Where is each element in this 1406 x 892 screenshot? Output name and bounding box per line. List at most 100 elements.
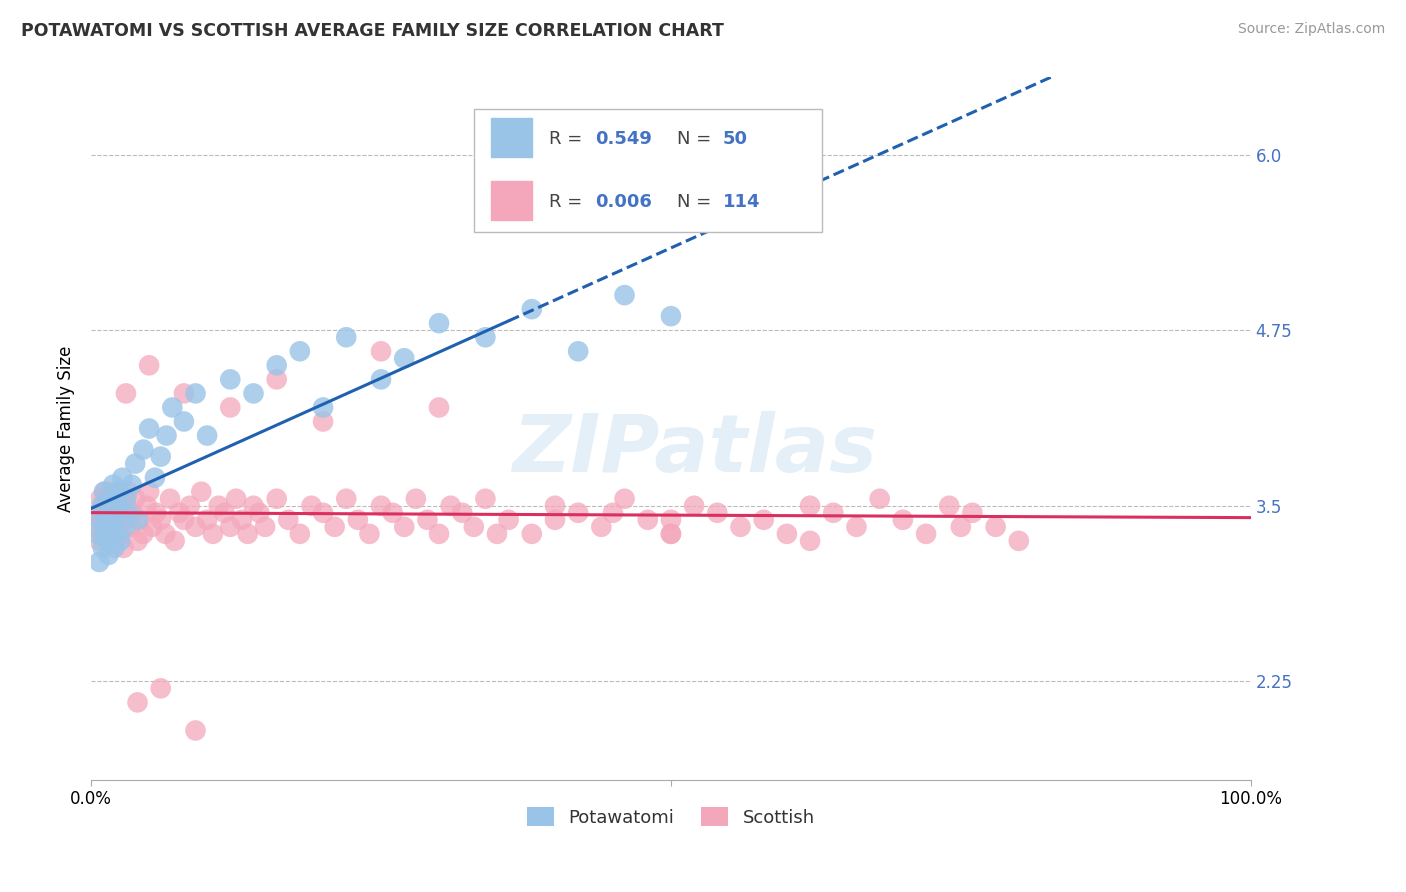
Point xyxy=(359,526,381,541)
Point xyxy=(184,520,207,534)
Text: POTAWATOMI VS SCOTTISH AVERAGE FAMILY SIZE CORRELATION CHART: POTAWATOMI VS SCOTTISH AVERAGE FAMILY SI… xyxy=(21,22,724,40)
Point xyxy=(567,506,589,520)
Point xyxy=(173,415,195,429)
Point xyxy=(105,526,128,541)
Point xyxy=(138,484,160,499)
Point xyxy=(86,520,108,534)
Point xyxy=(96,533,118,548)
Point xyxy=(394,351,416,366)
Point xyxy=(236,526,259,541)
Point xyxy=(98,506,121,520)
Point xyxy=(93,484,115,499)
Point xyxy=(184,386,207,401)
Point xyxy=(1008,533,1031,548)
Point xyxy=(100,513,122,527)
Point xyxy=(254,520,277,534)
Point xyxy=(405,491,427,506)
Point xyxy=(103,477,125,491)
Point xyxy=(938,499,960,513)
Point xyxy=(602,506,624,520)
Point xyxy=(312,401,335,415)
Point xyxy=(87,506,110,520)
Point xyxy=(94,484,117,499)
Point xyxy=(120,520,142,534)
Point xyxy=(347,513,370,527)
Point xyxy=(474,491,496,506)
Point xyxy=(142,520,165,534)
Point xyxy=(163,533,186,548)
Point xyxy=(984,520,1007,534)
Point xyxy=(101,491,124,506)
Point xyxy=(381,506,404,520)
Point xyxy=(190,484,212,499)
Point xyxy=(567,344,589,359)
Point xyxy=(127,513,149,527)
Text: Source: ZipAtlas.com: Source: ZipAtlas.com xyxy=(1237,22,1385,37)
Point xyxy=(891,513,914,527)
Point xyxy=(394,520,416,534)
Point xyxy=(544,513,567,527)
Point xyxy=(416,513,439,527)
Point xyxy=(115,386,138,401)
Point xyxy=(86,526,108,541)
Point xyxy=(195,513,218,527)
Point xyxy=(242,499,264,513)
Point xyxy=(201,526,224,541)
Point xyxy=(108,533,131,548)
Point xyxy=(103,541,125,555)
Bar xyxy=(491,181,531,220)
Point xyxy=(288,526,311,541)
Point xyxy=(149,513,172,527)
Point xyxy=(115,499,138,513)
Point xyxy=(266,359,288,373)
FancyBboxPatch shape xyxy=(474,109,821,232)
Point xyxy=(169,506,191,520)
Point xyxy=(162,401,184,415)
Point xyxy=(117,484,139,499)
Point xyxy=(823,506,845,520)
Point xyxy=(108,484,131,499)
Point xyxy=(143,471,166,485)
Point xyxy=(659,309,682,323)
Point xyxy=(111,513,134,527)
Point xyxy=(138,421,160,435)
Text: R =: R = xyxy=(550,193,588,211)
Text: 114: 114 xyxy=(723,193,761,211)
Point xyxy=(591,520,613,534)
Point xyxy=(451,506,474,520)
Point xyxy=(96,506,118,520)
Point xyxy=(104,520,127,534)
Point xyxy=(96,520,118,534)
Point xyxy=(159,491,181,506)
Point xyxy=(132,442,155,457)
Point xyxy=(439,499,461,513)
Point xyxy=(117,506,139,520)
Point xyxy=(138,359,160,373)
Point xyxy=(335,330,357,344)
Point xyxy=(427,316,450,330)
Point xyxy=(335,491,357,506)
Point xyxy=(277,513,299,527)
Point xyxy=(135,499,157,513)
Point xyxy=(266,372,288,386)
Point xyxy=(184,723,207,738)
Text: 0.549: 0.549 xyxy=(596,129,652,147)
Point xyxy=(613,288,636,302)
Point xyxy=(107,499,129,513)
Point xyxy=(370,499,392,513)
Point xyxy=(485,526,508,541)
Point xyxy=(312,415,335,429)
Point xyxy=(323,520,346,534)
Point xyxy=(115,491,138,506)
Point xyxy=(90,499,112,513)
Point xyxy=(121,477,143,491)
Point xyxy=(219,401,242,415)
Point xyxy=(91,541,114,555)
Point xyxy=(91,526,114,541)
Point xyxy=(225,491,247,506)
Point xyxy=(214,506,236,520)
Point xyxy=(613,491,636,506)
Point xyxy=(108,526,131,541)
Point xyxy=(427,401,450,415)
Point xyxy=(520,526,543,541)
